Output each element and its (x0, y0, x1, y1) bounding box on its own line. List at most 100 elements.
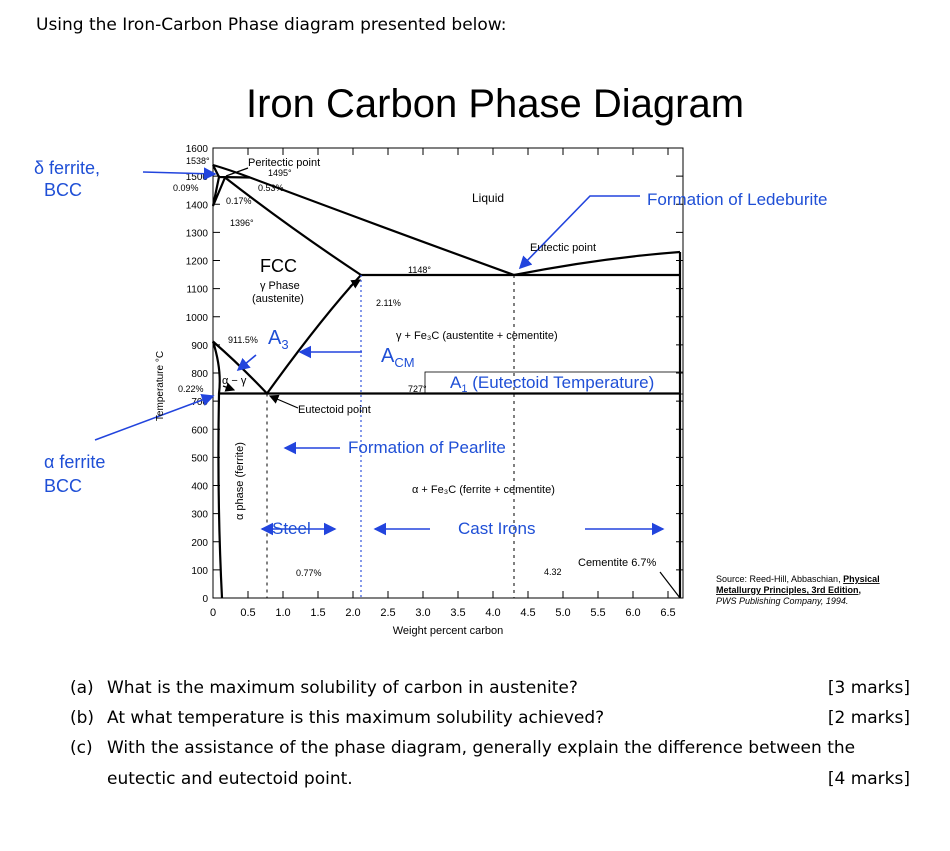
annotation: 1396° (230, 218, 254, 228)
x-tick-label: 2.0 (345, 607, 360, 619)
x-tick-label: 1.0 (275, 607, 290, 619)
y-tick-label: 700 (191, 397, 208, 408)
cementite-pointer (659, 571, 681, 599)
annotation: 1148° (408, 265, 431, 275)
solidus (224, 176, 362, 276)
ticks: 0 0.5 1.0 1.5 2.0 2.5 3.0 3.5 4.0 4.5 5.0 5.5 6.0 6.5… (186, 144, 683, 619)
annotation: 0.17% (226, 196, 252, 206)
annotation: 1538° (186, 156, 210, 166)
annotation: Eutectoid point (298, 404, 371, 416)
question-marks: [3 marks] (828, 678, 910, 698)
delta-boundary (211, 176, 227, 207)
annotation: Liquid (472, 191, 504, 205)
y-tick-label: 1000 (186, 313, 209, 324)
question-marks: [4 marks] (828, 769, 910, 789)
y-tick-label: 600 (191, 425, 208, 436)
question-label: (a) (70, 678, 94, 698)
a1-sub: 1 (461, 383, 467, 395)
y-tick-label: 300 (191, 510, 208, 521)
a1-rest: (Eutectoid Temperature) (467, 373, 654, 392)
delta-ferrite-bcc: BCC (44, 180, 82, 200)
a3-arrow (236, 354, 257, 372)
x-tick-label: 4.5 (520, 607, 535, 619)
annotation: Steel (272, 519, 311, 538)
y-tick-label: 1500 (186, 172, 209, 183)
a3-label: A3 (268, 327, 289, 352)
question-text: With the assistance of the phase diagram… (107, 738, 855, 758)
alpha-boundary (211, 341, 224, 599)
phase-diagram: 0 0.5 1.0 1.5 2.0 2.5 3.0 3.5 4.0 4.5 5.0 5.5 6.0 6.5… (34, 144, 880, 637)
annotation: α − γ (222, 375, 247, 387)
eutectoid-arrow (268, 394, 299, 409)
annotation: 2.11% (376, 298, 401, 308)
dashed-verticals (266, 275, 515, 598)
x-tick-label: 0 (210, 607, 216, 619)
source-book: Metallurgy Principles, 3rd Edition (716, 585, 859, 595)
intro: Using the Iron-Carbon Phase diagram pres… (36, 15, 507, 35)
source-prefix: Source: Reed-Hill, Abbaschian, (716, 574, 843, 584)
question-label: (c) (70, 738, 93, 758)
y-tick-label: 200 (191, 538, 208, 549)
liquidus (212, 163, 681, 277)
y-tick-label: 1300 (186, 228, 209, 239)
y-tick-label: 1400 (186, 200, 209, 211)
a1-box (424, 371, 684, 395)
source-comma: , (859, 585, 862, 595)
annotation: Formation of Ledeburite (647, 190, 828, 209)
annotation: α phase (ferrite) (234, 442, 246, 520)
annotation: 0.53% (258, 183, 284, 193)
question-text: eutectic and eutectoid point. (107, 769, 353, 789)
annotation: 0.22% (178, 384, 204, 394)
annotation: 727° (408, 384, 427, 394)
annotation: 911.5% (228, 335, 258, 345)
annotation: 1495° (268, 168, 292, 178)
a1-label: A1 (Eutectoid Temperature) (450, 373, 654, 395)
diagram-title: Iron Carbon Phase Diagram (246, 82, 744, 126)
source-publisher: PWS Publishing Company, 1994. (716, 596, 848, 606)
y-tick-label: 500 (191, 453, 208, 464)
source-book: Physical (843, 574, 880, 584)
x-axis-label: Weight percent carbon (393, 625, 503, 637)
annotation: 4.32 (544, 567, 562, 577)
x-tick-label: 1.5 (310, 607, 325, 619)
annotation: 0.77% (296, 568, 322, 578)
acm-label: ACM (381, 345, 415, 370)
ledeburite-arrow (518, 195, 640, 270)
annotation: 0.09% (173, 183, 199, 193)
y-tick-label: 1600 (186, 144, 209, 155)
x-tick-label: 6.5 (660, 607, 675, 619)
x-tick-label: 3.0 (415, 607, 430, 619)
x-tick-label: 2.5 (380, 607, 395, 619)
annotation: γ + Fe₃C (austentite + cementite) (396, 330, 558, 342)
questions: (a) What is the maximum solubility of car… (70, 678, 910, 789)
y-tick-label: 100 (191, 566, 208, 577)
question-marks: [2 marks] (828, 708, 910, 728)
delta-ferrite: δ ferrite, (34, 158, 100, 178)
alpha-ferrite: α ferrite (44, 452, 105, 472)
delta-arrow (142, 167, 217, 181)
question-label: (b) (70, 708, 94, 728)
question-text: At what temperature is this maximum solu… (107, 708, 604, 728)
a1-main: A (450, 373, 462, 392)
question-text: What is the maximum solubility of carbon… (107, 678, 578, 698)
a3-sub: 3 (281, 337, 288, 352)
y-tick-label: 400 (191, 482, 208, 493)
y-tick-label: 800 (191, 369, 208, 380)
annotation: (austenite) (252, 293, 304, 305)
y-tick-label: 1100 (186, 285, 208, 296)
annotation: FCC (260, 256, 297, 276)
y-axis-label: Temperature °C (155, 351, 166, 421)
x-tick-label: 6.0 (625, 607, 640, 619)
y-tick-label: 900 (191, 341, 208, 352)
arrow-2-11 (349, 279, 362, 289)
x-tick-label: 5.0 (555, 607, 570, 619)
acm-sub: CM (394, 355, 414, 370)
source: Metallurgy Principles, 3rd Edition, (716, 585, 861, 595)
x-tick-label: 5.5 (590, 607, 605, 619)
alpha-arrow (94, 393, 215, 441)
annotation: Peritectic point (248, 157, 320, 169)
acm-main: A (381, 345, 395, 367)
annotation: α + Fe₃C (ferrite + cementite) (412, 484, 555, 496)
annotation: Cast Irons (458, 519, 535, 538)
